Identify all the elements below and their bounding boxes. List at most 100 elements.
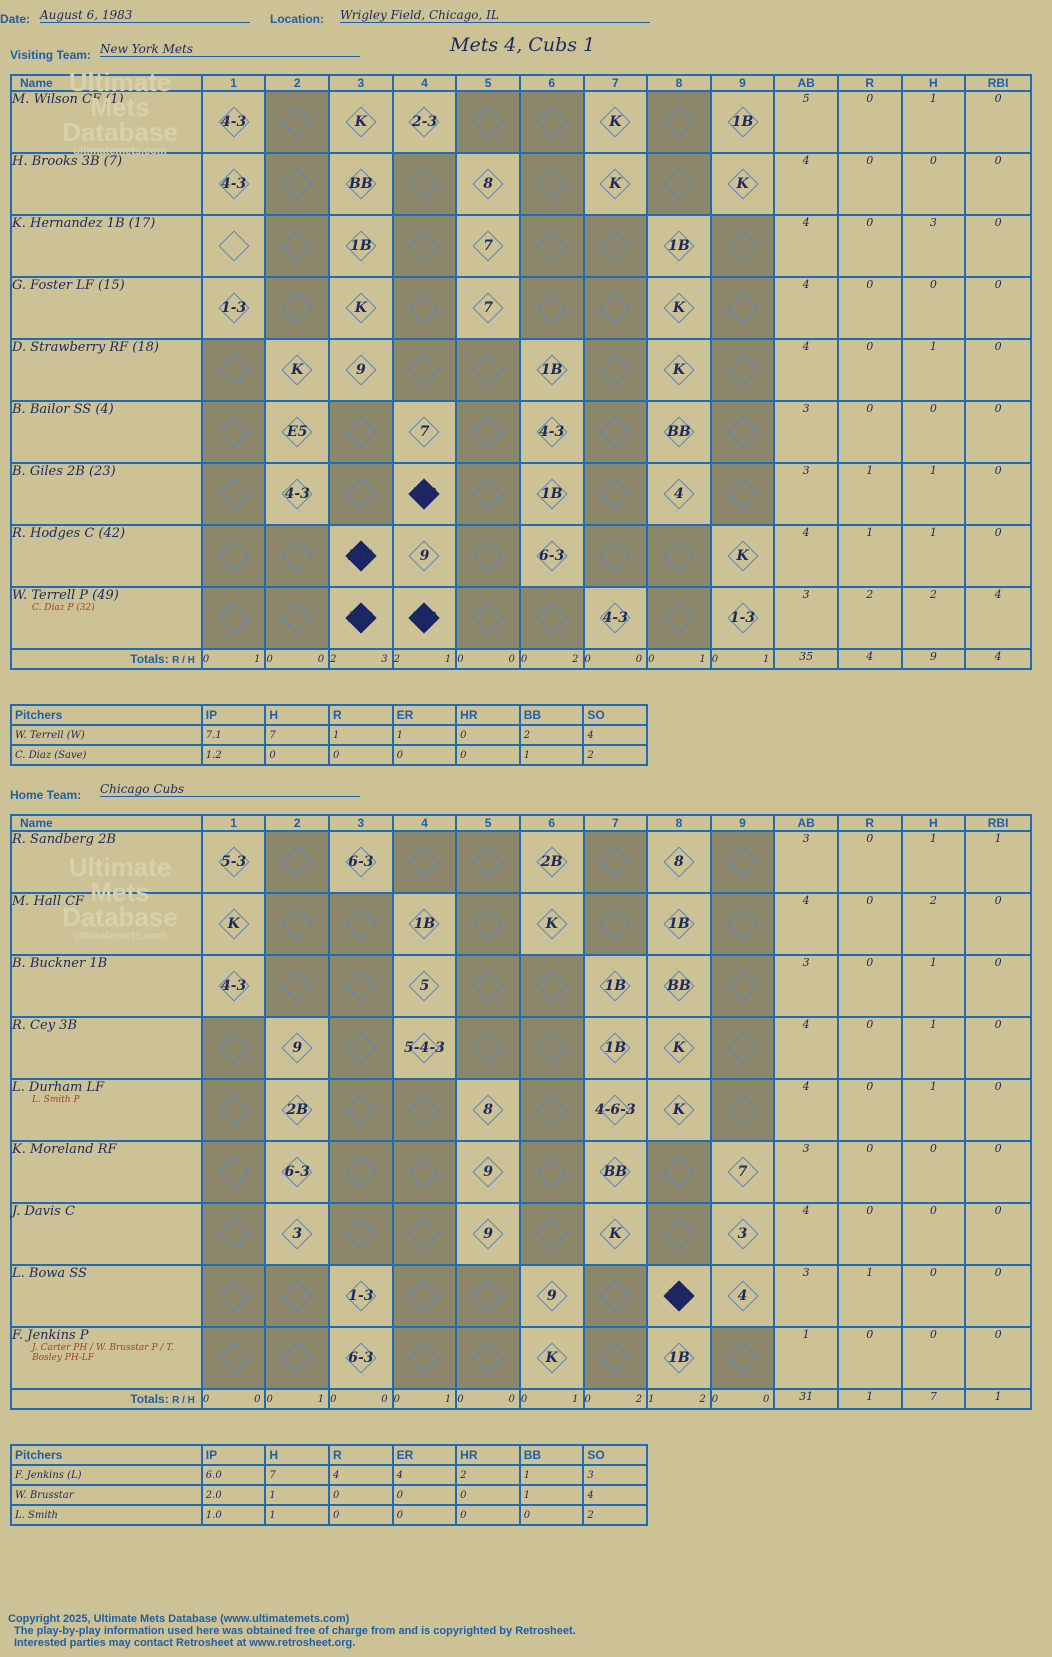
play-notation: 1B bbox=[604, 978, 627, 994]
batter-name: B. Buckner 1B bbox=[10, 954, 203, 1018]
at-bat-cell bbox=[646, 90, 712, 154]
base-diamond bbox=[472, 970, 504, 1002]
batter-name: K. Moreland RF bbox=[10, 1140, 203, 1204]
inning-runs: 2 bbox=[330, 653, 337, 665]
at-bat-cell bbox=[709, 830, 776, 894]
inning-header-6: 6 bbox=[518, 814, 585, 832]
at-bat-cell: K bbox=[518, 1326, 585, 1390]
totals-text: Totals: bbox=[130, 1392, 173, 1406]
at-bat-cell bbox=[455, 462, 521, 526]
base-diamond bbox=[408, 1094, 441, 1126]
inning-hits: 2 bbox=[635, 1393, 643, 1405]
h-column-header: H bbox=[900, 814, 967, 832]
total-stat: 4 bbox=[836, 648, 903, 670]
play-notation: 8 bbox=[483, 176, 493, 192]
batter-row: D. Strawberry RF (18) K 9 1B K 4 0 1 0 bbox=[10, 338, 1032, 402]
play-notation: K bbox=[545, 916, 558, 932]
retrosheet-contact: Interested parties may contact Retroshee… bbox=[14, 1637, 356, 1649]
at-bat-cell: 7 bbox=[455, 214, 521, 278]
base-diamond bbox=[218, 540, 250, 572]
base-diamond bbox=[536, 292, 568, 324]
rbi-value: 0 bbox=[964, 462, 1032, 526]
batter-name: K. Hernandez 1B (17) bbox=[10, 214, 203, 278]
at-bat-cell bbox=[518, 1140, 585, 1204]
pitcher-row: W. Terrell (W) 7.1 7 1 1 0 2 4 bbox=[10, 724, 648, 746]
at-bat-cell bbox=[391, 1202, 458, 1266]
pitchers-header-row: Pitchers IP H R ER HR BB SO bbox=[10, 704, 648, 726]
at-bat-cell: K bbox=[582, 152, 649, 216]
batter-name-text: M. Wilson CF (1) bbox=[12, 92, 124, 107]
batter-name: H. Brooks 3B (7) bbox=[10, 152, 203, 216]
inning-runs: 0 bbox=[457, 1393, 464, 1405]
at-bat-cell: HR bbox=[391, 586, 458, 650]
play-notation: 4-3 bbox=[284, 486, 310, 502]
pitchers-header-row: Pitchers IP H R ER HR BB SO bbox=[10, 1444, 648, 1466]
ab-value: 4 bbox=[773, 214, 839, 278]
h-value: 1 bbox=[900, 462, 967, 526]
play-notation: 3 bbox=[737, 1226, 748, 1242]
at-bat-cell: 1B bbox=[582, 954, 649, 1018]
at-bat-cell: 4-6-3 bbox=[582, 1078, 649, 1142]
base-diamond bbox=[472, 106, 504, 138]
name-column-header: Name bbox=[10, 74, 203, 92]
h-column-header: H bbox=[900, 74, 967, 92]
at-bat-cell: K bbox=[709, 524, 776, 588]
at-bat-cell bbox=[582, 276, 649, 340]
at-bat-cell: 1-3 bbox=[200, 276, 267, 340]
h-value: 0 bbox=[900, 400, 967, 464]
base-diamond bbox=[472, 602, 504, 634]
play-notation: K bbox=[672, 1102, 685, 1118]
play-notation: 9 bbox=[483, 1164, 493, 1180]
inning-header-5: 5 bbox=[455, 814, 521, 832]
at-bat-cell bbox=[455, 90, 521, 154]
inning-hits: 0 bbox=[381, 1393, 388, 1405]
pitching-column-header: R bbox=[327, 1444, 394, 1466]
play-notation: K bbox=[291, 362, 304, 378]
batter-name-text: R. Sandberg 2B bbox=[12, 832, 116, 847]
play-notation: 4-3 bbox=[602, 610, 628, 626]
inning-runs: 0 bbox=[266, 1393, 273, 1405]
ab-value: 4 bbox=[773, 338, 839, 402]
play-notation: 2-3 bbox=[411, 114, 438, 130]
at-bat-cell: BB bbox=[582, 1140, 649, 1204]
pitching-column-header: H bbox=[264, 704, 330, 726]
at-bat-cell bbox=[518, 1016, 585, 1080]
at-bat-cell: K bbox=[328, 276, 394, 340]
visitor-pitchers-table: Pitchers IP H R ER HR BB SO W. Terrell (W) 7.1 7 1 1… bbox=[10, 704, 648, 766]
play-notation: 1-3 bbox=[348, 1288, 374, 1304]
r-value: 0 bbox=[836, 1326, 903, 1390]
h-value: 0 bbox=[900, 276, 967, 340]
inning-runs: 0 bbox=[584, 1393, 591, 1405]
play-notation: 9 bbox=[483, 1226, 493, 1242]
ab-column-header: AB bbox=[773, 814, 839, 832]
at-bat-cell bbox=[455, 954, 521, 1018]
play-notation: E5 bbox=[287, 424, 308, 440]
pitcher-name: F. Jenkins (L) bbox=[10, 1464, 203, 1486]
base-diamond bbox=[408, 168, 441, 200]
base-diamond bbox=[218, 1218, 250, 1250]
at-bat-cell bbox=[328, 462, 394, 526]
at-bat-cell: 1B bbox=[646, 1326, 712, 1390]
at-bat-cell: K bbox=[709, 152, 776, 216]
r-value: 0 bbox=[836, 90, 903, 154]
at-bat-cell bbox=[200, 462, 267, 526]
at-bat-cell: K bbox=[518, 892, 585, 956]
at-bat-cell bbox=[200, 586, 267, 650]
at-bat-cell bbox=[328, 892, 394, 956]
batter-row: H. Brooks 3B (7) 4-3 BB 8 K K 4 0 0 0 bbox=[10, 152, 1032, 216]
base-diamond bbox=[536, 1218, 568, 1250]
rbi-value: 4 bbox=[964, 586, 1032, 650]
h-value: 1 bbox=[900, 830, 967, 894]
inning-header-4: 4 bbox=[391, 74, 458, 92]
batter-name: D. Strawberry RF (18) bbox=[10, 338, 203, 402]
inning-header-1: 1 bbox=[200, 74, 267, 92]
play-notation: 4-6-3 bbox=[594, 1102, 636, 1118]
rbi-value: 0 bbox=[964, 1264, 1032, 1328]
pitching-column-header: HR bbox=[455, 704, 521, 726]
at-bat-cell: HR bbox=[328, 586, 394, 650]
inning-hits: 1 bbox=[317, 1393, 325, 1405]
inning-runs: 2 bbox=[393, 653, 401, 665]
base-diamond bbox=[345, 970, 377, 1002]
